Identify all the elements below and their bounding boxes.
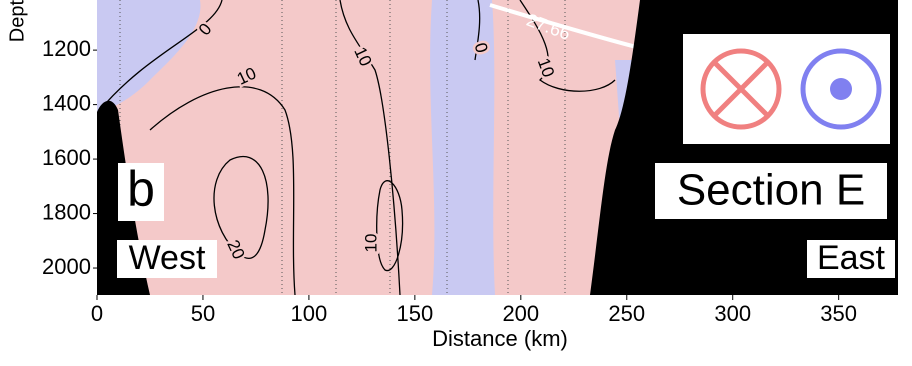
contour-line xyxy=(149,86,296,296)
panel-label: b xyxy=(127,161,155,217)
label-box xyxy=(118,163,164,221)
x-tick-label: 350 xyxy=(820,301,857,326)
into-page-icon xyxy=(700,48,782,130)
legend-box xyxy=(683,34,890,144)
x-axis-label: Distance (km) xyxy=(432,326,568,351)
y-tick-label: 1800 xyxy=(42,199,91,224)
negative-field xyxy=(97,0,201,112)
contour-line xyxy=(213,155,269,259)
negative-field xyxy=(430,0,495,295)
contour-line xyxy=(474,0,481,61)
y-tick-label: 2000 xyxy=(42,254,91,279)
y-tick-label: 1400 xyxy=(42,90,91,115)
title-box xyxy=(655,163,887,219)
section-title: Section E xyxy=(677,166,865,215)
into-page-icon xyxy=(712,60,770,118)
x-tick-label: 0 xyxy=(91,301,103,326)
y-axis-label: Dept xyxy=(6,0,28,42)
isopycnal-line xyxy=(489,3,641,50)
x-tick-label: 200 xyxy=(502,301,539,326)
label-box xyxy=(807,240,895,278)
out-of-page-icon xyxy=(800,48,882,130)
contour-label: 10 xyxy=(361,234,380,253)
x-tick-label: 300 xyxy=(714,301,751,326)
y-tick-label: 1200 xyxy=(42,36,91,61)
contour-line xyxy=(519,0,616,92)
x-tick-label: 150 xyxy=(396,301,433,326)
contour-line xyxy=(99,0,223,111)
x-tick-label: 250 xyxy=(608,301,645,326)
x-tick-label: 100 xyxy=(291,301,328,326)
east-label: East xyxy=(817,239,886,277)
west-label: West xyxy=(129,239,206,277)
out-of-page-icon xyxy=(830,78,852,100)
contour-line xyxy=(339,0,401,296)
contour-line xyxy=(376,180,404,272)
label-box xyxy=(117,240,217,278)
x-tick-label: 50 xyxy=(191,301,215,326)
y-tick-label: 1600 xyxy=(42,145,91,170)
